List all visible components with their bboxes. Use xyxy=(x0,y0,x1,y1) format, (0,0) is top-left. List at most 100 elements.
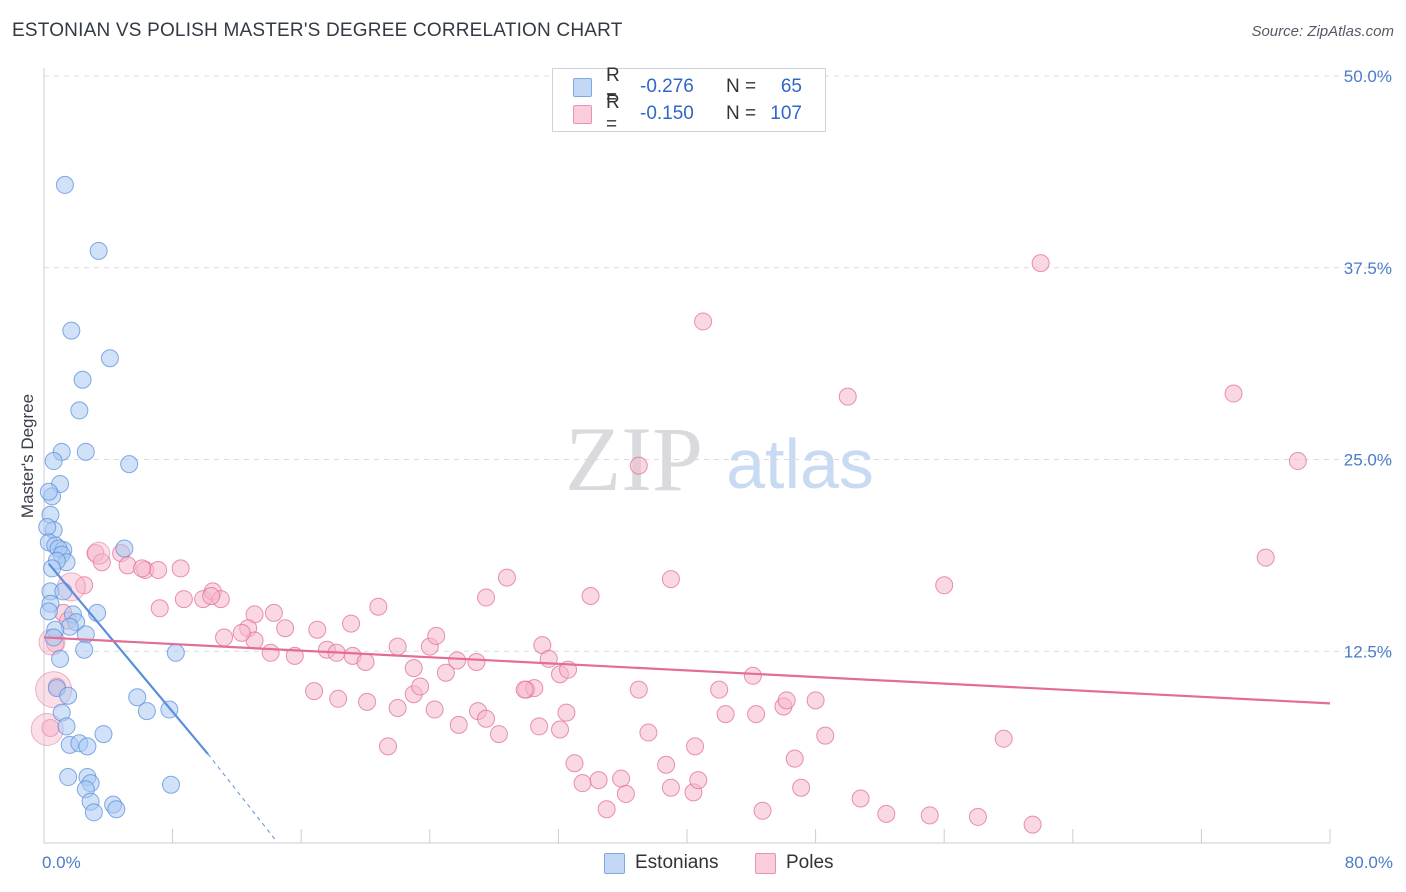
y-tick-label: 50.0% xyxy=(1344,67,1392,86)
poles-trend-line xyxy=(43,636,1331,705)
polish-point xyxy=(276,619,295,638)
polish-point xyxy=(689,771,708,790)
polish-point xyxy=(629,456,648,475)
polish-point xyxy=(477,709,496,728)
polish-point xyxy=(449,715,468,734)
polish-point xyxy=(133,559,152,578)
polish-point xyxy=(792,778,811,797)
estonian-point xyxy=(70,401,89,420)
polish-point xyxy=(686,737,705,756)
polish-point xyxy=(753,801,772,820)
legend-n-label: N = xyxy=(726,103,757,124)
polish-point xyxy=(388,699,407,718)
polish-point xyxy=(539,649,558,668)
legend-r-value: -0.276 xyxy=(640,76,694,97)
polish-point xyxy=(150,599,169,618)
estonian-point xyxy=(39,482,58,501)
x-axis-min-label: 0.0% xyxy=(42,853,81,872)
polish-point xyxy=(436,663,455,682)
gridlines xyxy=(44,75,1392,652)
legend-r-value: -0.150 xyxy=(640,103,694,124)
legend-n-label: N = xyxy=(726,76,757,97)
polish-point xyxy=(629,680,648,699)
estonian-point xyxy=(89,241,108,260)
polish-point xyxy=(557,703,576,722)
estonian-point xyxy=(84,803,103,822)
polish-point xyxy=(342,614,361,633)
polish-point xyxy=(581,587,600,606)
estonian-point xyxy=(38,517,57,536)
polish-point xyxy=(639,723,658,742)
polish-point xyxy=(308,620,327,639)
estonian-point xyxy=(166,643,185,662)
source-text: Source: ZipAtlas.com xyxy=(1251,23,1394,40)
estonian-point xyxy=(100,349,119,368)
estonian-point xyxy=(51,649,70,668)
polish-point xyxy=(261,643,280,662)
estonian-point xyxy=(55,175,74,194)
polish-point xyxy=(264,603,283,622)
estonian-point xyxy=(75,640,94,659)
estonian-point xyxy=(73,370,92,389)
polish-point xyxy=(467,652,486,671)
x-axis-max-label: 80.0% xyxy=(1344,853,1393,872)
polish-point xyxy=(551,720,570,739)
polish-point xyxy=(743,666,762,685)
estonian-point xyxy=(62,321,81,340)
polish-point xyxy=(215,628,234,647)
polish-point xyxy=(877,804,896,823)
legend-row-poles: R = -0.150 N = 107 xyxy=(573,92,802,135)
polish-point xyxy=(612,769,631,788)
chart-title: ESTONIAN VS POLISH MASTER'S DEGREE CORRE… xyxy=(12,20,623,41)
estonian-point xyxy=(59,768,78,787)
legend-n-value: 65 xyxy=(780,76,802,97)
polish-point xyxy=(388,637,407,656)
polish-point xyxy=(515,680,534,699)
estonian-point xyxy=(39,602,58,621)
legend-row-estonians: R = -0.276 N = 65 xyxy=(573,65,802,108)
polish-point xyxy=(329,689,348,708)
estonians-trend-extension xyxy=(207,753,276,841)
estonian-point xyxy=(57,717,76,736)
polish-point xyxy=(232,623,251,642)
polish-point xyxy=(497,568,516,587)
polish-point xyxy=(477,588,496,607)
polish-point xyxy=(1023,815,1042,834)
estonian-point xyxy=(128,688,147,707)
polish-point xyxy=(1031,254,1050,273)
polish-point xyxy=(356,652,375,671)
watermark-atlas: atlas xyxy=(726,425,874,503)
polish-point xyxy=(149,560,168,579)
polish-point xyxy=(1256,548,1275,567)
legend-swatch-estonians xyxy=(573,77,592,97)
polish-point xyxy=(358,692,377,711)
polish-point xyxy=(785,749,804,768)
polish-point xyxy=(657,755,676,774)
polish-point xyxy=(920,806,939,825)
polish-point xyxy=(75,576,94,595)
estonian-point xyxy=(115,539,134,558)
estonian-point xyxy=(78,737,97,756)
estonians-points xyxy=(38,175,185,822)
legend-swatch-poles xyxy=(573,104,592,124)
polish-point xyxy=(1224,384,1243,403)
polish-point xyxy=(851,789,870,808)
polish-point xyxy=(816,726,835,745)
polish-point xyxy=(777,691,796,710)
polish-point xyxy=(171,559,190,578)
poles-points xyxy=(30,254,1307,834)
y-tick-label: 37.5% xyxy=(1344,259,1392,278)
legend-label-estonians: Estonians xyxy=(635,852,719,873)
y-tick-label: 25.0% xyxy=(1344,451,1392,470)
polish-point xyxy=(425,700,444,719)
y-tick-labels: 12.5% 25.0% 37.5% 50.0% xyxy=(1344,67,1392,661)
legend-swatch-poles xyxy=(755,852,776,874)
estonian-point xyxy=(76,442,95,461)
estonian-point xyxy=(94,725,113,744)
estonian-point xyxy=(137,702,156,721)
legend-r-label: R = xyxy=(606,92,620,135)
correlation-legend: R = -0.276 N = 65 R = -0.150 N = 107 xyxy=(552,65,826,135)
trend-lines xyxy=(43,563,1331,841)
polish-point xyxy=(616,784,635,803)
